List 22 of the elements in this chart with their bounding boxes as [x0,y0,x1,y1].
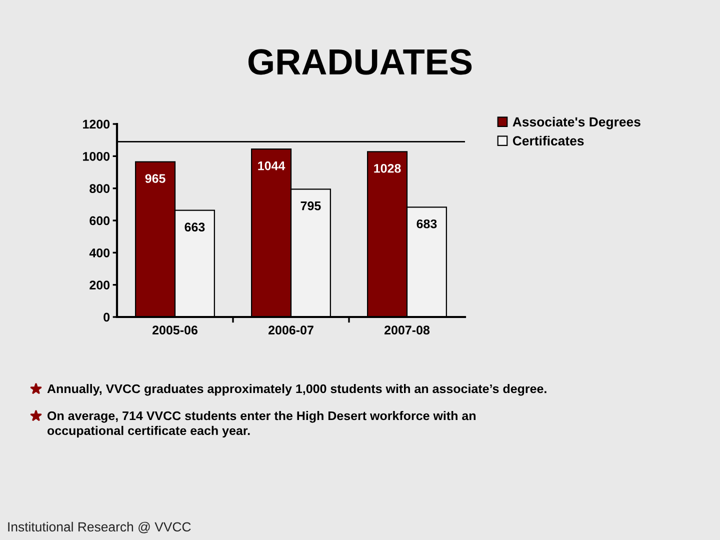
x-tick-label: 2005-06 [152,326,198,335]
y-tick-label: 1000 [83,152,110,161]
data-label: 683 [416,219,437,228]
x-tick-label: 2006-07 [268,326,314,335]
x-tick-label: 2007-08 [384,326,430,335]
data-label: 1028 [374,164,401,173]
data-label: 663 [184,222,205,232]
y-tick-label: 200 [90,280,110,290]
text: Institutional Research @ VVCC [8,522,191,534]
legend-label: Certificates [512,136,584,146]
y-tick-label: 800 [90,184,110,193]
text: On average, 714 VVCC students enter the High Desert workforce with an occupational certificate each year. [47,411,476,438]
data-label: 1044 [258,161,286,170]
y-tick-label: 0 [104,312,110,322]
y-tick-label: 400 [89,248,110,258]
data-label: 965 [145,174,166,183]
y-tick-label: 1200 [83,120,110,129]
data-label: 795 [300,201,321,210]
legend-label: Associate's Degrees [512,116,640,130]
chart-title: GRADUATES [248,49,472,75]
y-tick-label: 600 [90,216,110,226]
text: Annually, VVCC graduates approximately 1,000 students with an associate’s degree. [47,384,546,396]
